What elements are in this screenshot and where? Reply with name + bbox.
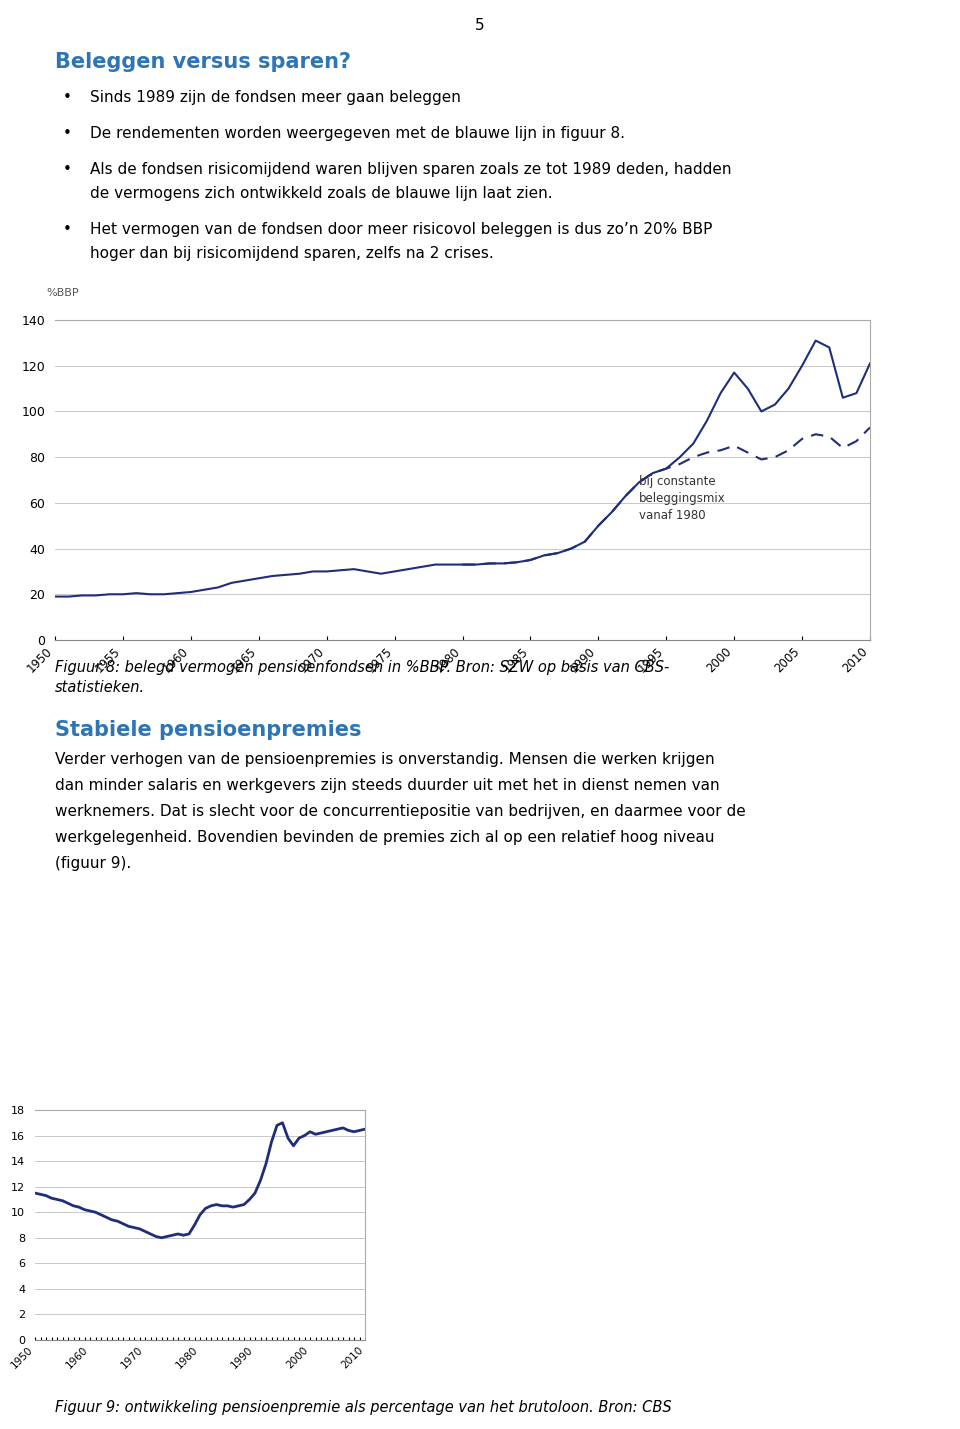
Text: Het vermogen van de fondsen door meer risicovol beleggen is dus zo’n 20% BBP: Het vermogen van de fondsen door meer ri… [90,221,712,237]
Text: hoger dan bij risicomijdend sparen, zelfs na 2 crises.: hoger dan bij risicomijdend sparen, zelf… [90,246,493,262]
Text: (figuur 9).: (figuur 9). [55,856,132,872]
Text: Sinds 1989 zijn de fondsen meer gaan beleggen: Sinds 1989 zijn de fondsen meer gaan bel… [90,90,461,104]
Text: Figuur 8: belegd vermogen pensioenfondsen in %BBP. Bron: SZW op basis van CBS-: Figuur 8: belegd vermogen pensioenfondse… [55,660,669,674]
Text: De rendementen worden weergegeven met de blauwe lijn in figuur 8.: De rendementen worden weergegeven met de… [90,126,625,141]
Text: %BBP: %BBP [47,287,80,297]
Text: werknemers. Dat is slecht voor de concurrentiepositie van bedrijven, en daarmee : werknemers. Dat is slecht voor de concur… [55,805,746,819]
Text: Figuur 9: ontwikkeling pensioenpremie als percentage van het brutoloon. Bron: CB: Figuur 9: ontwikkeling pensioenpremie al… [55,1400,672,1415]
Text: werkgelegenheid. Bovendien bevinden de premies zich al op een relatief hoog nive: werkgelegenheid. Bovendien bevinden de p… [55,830,714,845]
Text: •: • [63,90,72,104]
Text: 5: 5 [475,19,485,33]
Text: Als de fondsen risicomijdend waren blijven sparen zoals ze tot 1989 deden, hadde: Als de fondsen risicomijdend waren blijv… [90,161,732,177]
Text: •: • [63,126,72,141]
Text: dan minder salaris en werkgevers zijn steeds duurder uit met het in dienst nemen: dan minder salaris en werkgevers zijn st… [55,777,720,793]
Text: statistieken.: statistieken. [55,680,145,694]
Text: bij constante
beleggingsmix
vanaf 1980: bij constante beleggingsmix vanaf 1980 [639,476,726,523]
Text: •: • [63,221,72,237]
Text: de vermogens zich ontwikkeld zoals de blauwe lijn laat zien.: de vermogens zich ontwikkeld zoals de bl… [90,186,553,201]
Text: Beleggen versus sparen?: Beleggen versus sparen? [55,51,351,71]
Text: •: • [63,161,72,177]
Text: Verder verhogen van de pensioenpremies is onverstandig. Mensen die werken krijge: Verder verhogen van de pensioenpremies i… [55,752,714,767]
Text: Stabiele pensioenpremies: Stabiele pensioenpremies [55,720,362,740]
